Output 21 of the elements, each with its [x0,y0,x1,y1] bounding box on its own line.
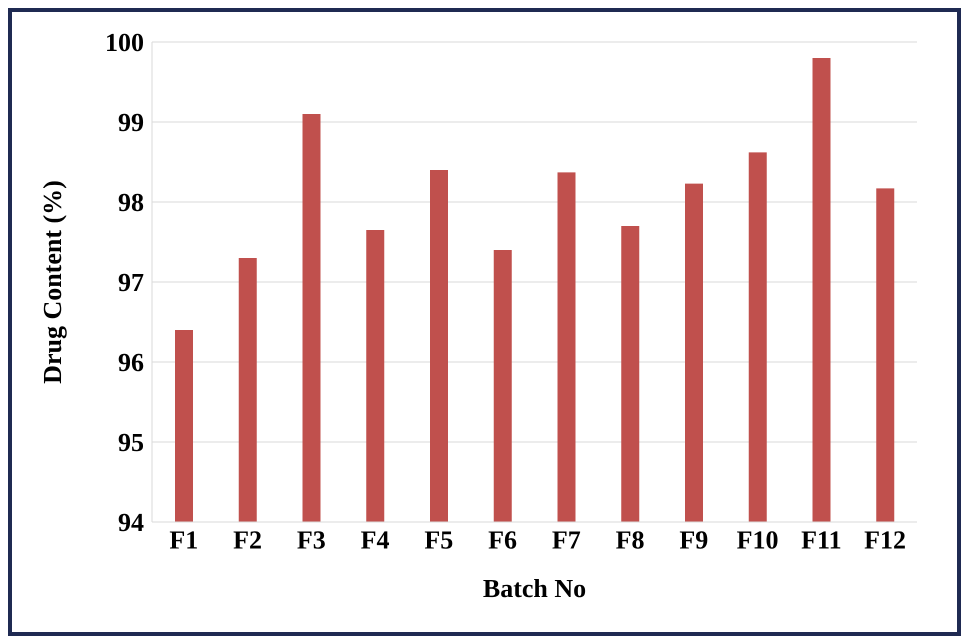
y-tick-label: 99 [118,108,144,138]
x-tick-label: F1 [169,525,198,554]
y-tick-label: 100 [105,28,144,58]
x-tick-label: F11 [801,525,842,554]
y-tick-label: 96 [118,348,144,378]
y-tick-label: 97 [118,268,144,298]
x-tick-label: F5 [424,525,454,554]
x-tick-label: F3 [296,525,326,554]
x-tick-label: F2 [233,525,262,554]
x-axis-title: Batch No [482,574,586,603]
x-tick-label: F7 [552,525,581,554]
y-tick-label: 94 [118,508,144,538]
y-tick-label: 98 [118,188,144,218]
x-tick-label: F6 [488,525,518,554]
x-tick-label: F8 [616,525,645,554]
x-tick-label: F12 [864,525,906,554]
x-tick-label: F10 [736,525,779,554]
y-tick-label: 95 [118,428,144,458]
x-tick-label: F9 [679,525,708,554]
y-axis-title: Drug Content (%) [38,180,68,384]
x-tick-label: F4 [360,525,390,554]
